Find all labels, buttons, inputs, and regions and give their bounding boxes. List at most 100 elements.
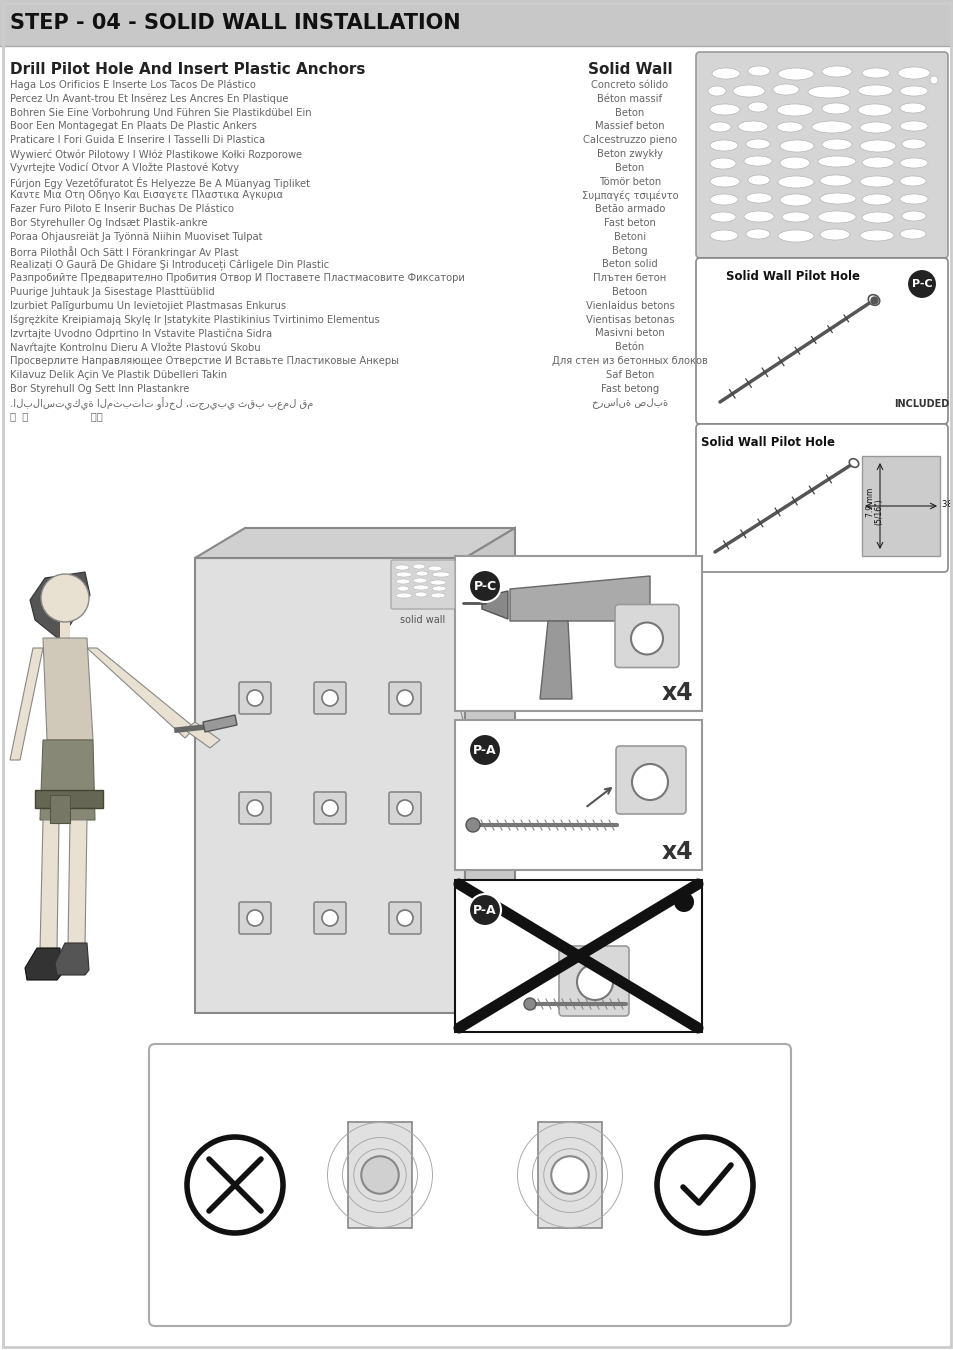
Ellipse shape <box>817 157 855 167</box>
Text: Borra Pilothål Och Sätt I Förankringar Av Plast: Borra Pilothål Och Sätt I Förankringar A… <box>10 246 238 258</box>
Ellipse shape <box>428 566 441 571</box>
Polygon shape <box>537 1122 601 1228</box>
Text: P-C: P-C <box>911 279 931 289</box>
Ellipse shape <box>732 85 764 97</box>
Ellipse shape <box>859 140 895 153</box>
Text: Vientisas betonas: Vientisas betonas <box>585 315 674 324</box>
Ellipse shape <box>747 103 767 112</box>
Polygon shape <box>481 591 507 620</box>
Polygon shape <box>10 648 43 760</box>
Text: Boor Een Montagegat En Plaats De Plastic Ankers: Boor Een Montagegat En Plaats De Plastic… <box>10 122 256 131</box>
Ellipse shape <box>523 998 536 1010</box>
Ellipse shape <box>848 459 858 467</box>
Ellipse shape <box>745 139 769 148</box>
Circle shape <box>396 910 413 926</box>
Text: Συμπαγές τσιμέντο: Συμπαγές τσιμέντο <box>581 190 678 201</box>
Ellipse shape <box>817 211 855 223</box>
Circle shape <box>361 1156 398 1193</box>
Ellipse shape <box>772 84 799 95</box>
Ellipse shape <box>415 593 427 597</box>
Ellipse shape <box>709 140 738 151</box>
Ellipse shape <box>709 212 735 221</box>
Ellipse shape <box>899 122 927 131</box>
Text: P-C: P-C <box>473 579 497 593</box>
Ellipse shape <box>709 230 738 242</box>
Ellipse shape <box>901 211 925 221</box>
Ellipse shape <box>711 68 740 80</box>
Text: STEP - 04 - SOLID WALL INSTALLATION: STEP - 04 - SOLID WALL INSTALLATION <box>10 14 460 32</box>
Text: Bohren Sie Eine Vorbohrung Und Führen Sie Plastikdübel Ein: Bohren Sie Eine Vorbohrung Und Führen Si… <box>10 108 312 117</box>
Ellipse shape <box>709 104 740 115</box>
Ellipse shape <box>899 103 925 113</box>
Text: Concreto sólido: Concreto sólido <box>591 80 668 90</box>
Text: Poraa Ohjausreiät Ja Työnnä Niihin Muoviset Tulpat: Poraa Ohjausreiät Ja Työnnä Niihin Muovi… <box>10 232 262 242</box>
FancyBboxPatch shape <box>616 747 685 814</box>
Text: Béton massif: Béton massif <box>597 93 662 104</box>
Polygon shape <box>55 944 89 975</box>
FancyBboxPatch shape <box>389 682 420 714</box>
Text: Calcestruzzo pieno: Calcestruzzo pieno <box>582 135 677 146</box>
Polygon shape <box>194 528 515 558</box>
Text: Betong: Betong <box>612 246 647 255</box>
Text: Haga Los Orificios E Inserte Los Tacos De Plástico: Haga Los Orificios E Inserte Los Tacos D… <box>10 80 255 90</box>
Ellipse shape <box>395 566 409 570</box>
Circle shape <box>396 801 413 815</box>
Text: Fast betong: Fast betong <box>600 383 659 394</box>
Ellipse shape <box>747 66 769 76</box>
FancyBboxPatch shape <box>455 556 701 711</box>
FancyBboxPatch shape <box>455 880 701 1031</box>
Circle shape <box>247 910 263 926</box>
Text: Percez Un Avant-trou Et Insérez Les Ancres En Plastique: Percez Un Avant-trou Et Insérez Les Ancr… <box>10 93 288 104</box>
Ellipse shape <box>821 66 851 77</box>
Ellipse shape <box>862 157 893 167</box>
Text: Beton: Beton <box>615 108 644 117</box>
Text: Для стен из бетонных блоков: Для стен из бетонных блоков <box>552 356 707 366</box>
Text: Puurige Juhtauk Ja Sisestage Plasttüüblid: Puurige Juhtauk Ja Sisestage Plasttüübli… <box>10 288 214 297</box>
FancyBboxPatch shape <box>239 902 271 934</box>
Ellipse shape <box>432 586 446 591</box>
Ellipse shape <box>780 194 811 207</box>
Polygon shape <box>30 572 90 640</box>
Text: Betão armado: Betão armado <box>594 204 664 215</box>
Ellipse shape <box>929 76 937 84</box>
Text: Beton: Beton <box>615 163 644 173</box>
FancyBboxPatch shape <box>455 720 701 869</box>
Polygon shape <box>348 1122 412 1228</box>
FancyBboxPatch shape <box>615 605 679 667</box>
Ellipse shape <box>862 194 891 205</box>
Circle shape <box>41 574 89 622</box>
Ellipse shape <box>901 139 925 148</box>
Ellipse shape <box>432 572 450 576</box>
Circle shape <box>469 734 500 765</box>
Ellipse shape <box>430 580 446 585</box>
Ellipse shape <box>431 593 444 598</box>
Text: Fast beton: Fast beton <box>603 217 656 228</box>
FancyBboxPatch shape <box>314 902 346 934</box>
Text: Betoon: Betoon <box>612 288 647 297</box>
Ellipse shape <box>776 104 812 116</box>
Text: Masivni beton: Masivni beton <box>595 328 664 339</box>
Circle shape <box>673 892 693 913</box>
Text: 7.9 mm: 7.9 mm <box>865 487 874 517</box>
Ellipse shape <box>899 86 927 96</box>
Text: Fúrjon Egy Vezetőfuratot És Helyezze Be A Müanyag Tipliket: Fúrjon Egy Vezetőfuratot És Helyezze Be … <box>10 177 310 189</box>
FancyBboxPatch shape <box>149 1044 790 1326</box>
Ellipse shape <box>820 176 851 186</box>
Circle shape <box>247 690 263 706</box>
Polygon shape <box>43 639 92 740</box>
Ellipse shape <box>743 211 773 221</box>
Text: solid wall: solid wall <box>400 616 445 625</box>
Text: Vienlaidus betons: Vienlaidus betons <box>585 301 674 310</box>
FancyBboxPatch shape <box>389 902 420 934</box>
Ellipse shape <box>859 230 893 242</box>
Ellipse shape <box>859 176 893 188</box>
Ellipse shape <box>857 85 892 96</box>
Text: Solid Wall Pilot Hole: Solid Wall Pilot Hole <box>725 270 859 282</box>
Ellipse shape <box>820 230 849 240</box>
FancyBboxPatch shape <box>696 53 947 258</box>
Polygon shape <box>87 648 194 738</box>
Text: Разпробийте Предварително Пробития Отвор И Поставете Пластмасовите Фиксатори: Разпробийте Предварително Пробития Отвор… <box>10 273 464 284</box>
FancyBboxPatch shape <box>314 792 346 824</box>
Circle shape <box>577 964 613 1000</box>
Circle shape <box>906 269 936 298</box>
